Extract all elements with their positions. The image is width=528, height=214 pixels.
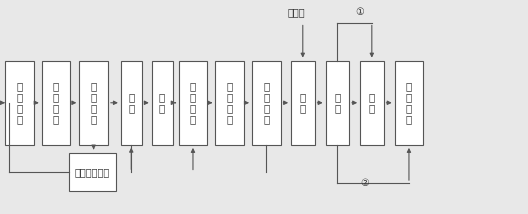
Text: 混
合: 混 合 (128, 92, 135, 113)
Text: 产
品
氢
气: 产 品 氢 气 (406, 82, 412, 124)
Text: ①: ① (355, 7, 364, 17)
Text: 水
洗: 水 洗 (300, 92, 306, 113)
FancyBboxPatch shape (291, 61, 315, 145)
Text: 提
氢: 提 氢 (369, 92, 375, 113)
FancyBboxPatch shape (215, 61, 244, 145)
FancyBboxPatch shape (69, 153, 116, 192)
Text: 脱
氢
尾
气: 脱 氢 尾 气 (53, 82, 59, 124)
FancyBboxPatch shape (178, 61, 208, 145)
FancyBboxPatch shape (79, 61, 108, 145)
FancyBboxPatch shape (152, 61, 173, 145)
Text: 脱
碳: 脱 碳 (334, 92, 341, 113)
FancyBboxPatch shape (121, 61, 142, 145)
FancyBboxPatch shape (360, 61, 383, 145)
FancyBboxPatch shape (252, 61, 280, 145)
Text: 转
化
反
应: 转 化 反 应 (227, 82, 233, 124)
Text: 换
热
冷
却: 换 热 冷 却 (263, 82, 269, 124)
FancyBboxPatch shape (326, 61, 349, 145)
Text: 脱
氢
反
应: 脱 氢 反 应 (16, 82, 23, 124)
FancyBboxPatch shape (5, 61, 34, 145)
FancyBboxPatch shape (42, 61, 70, 145)
Text: 汽
化
过
热: 汽 化 过 热 (190, 82, 196, 124)
Text: ②: ② (360, 178, 369, 188)
Text: 脱盐水: 脱盐水 (288, 7, 305, 17)
FancyBboxPatch shape (394, 61, 423, 145)
Text: 甲酸甲酯装置: 甲酸甲酯装置 (75, 168, 110, 177)
Text: 升
压: 升 压 (159, 92, 165, 113)
Text: 气
液
分
离: 气 液 分 离 (90, 82, 97, 124)
